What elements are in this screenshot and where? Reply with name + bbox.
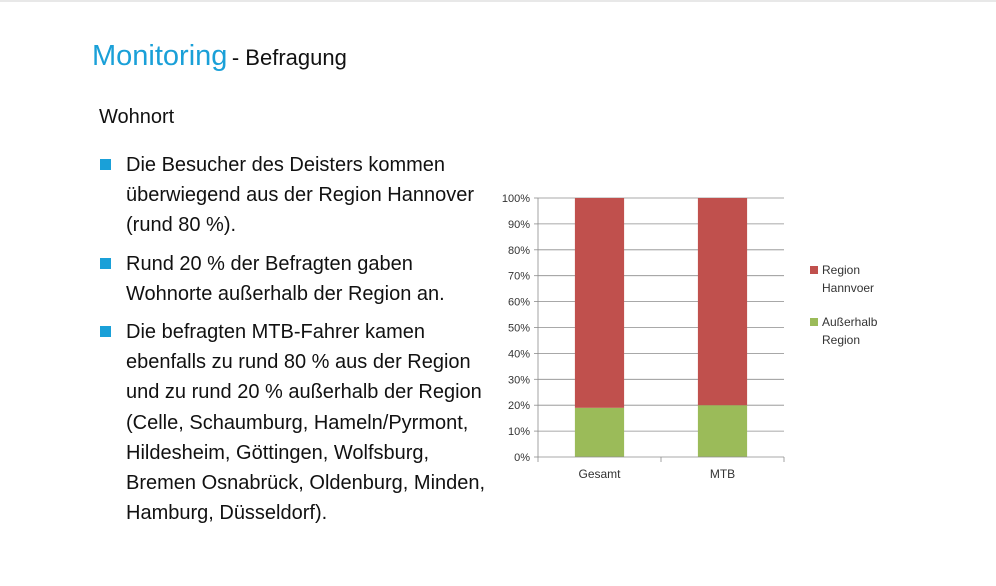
y-tick-label: 20% [508, 400, 530, 412]
y-tick-label: 60% [508, 297, 530, 309]
bullet-item: Die Besucher des Deisters kommen überwie… [100, 150, 490, 241]
bullet-text: Die Besucher des Deisters kommen überwie… [126, 154, 475, 237]
y-tick-label: 50% [508, 323, 530, 335]
bar-segment [574, 198, 625, 408]
y-tick-label: 100% [502, 193, 530, 205]
bullet-text: Die befragten MTB-Fahrer kamen ebenfalls… [126, 321, 486, 525]
chart-bars [574, 198, 748, 457]
x-tick-label: Gesamt [578, 467, 621, 481]
y-tick-label: 0% [514, 452, 530, 464]
x-tick-label: MTB [710, 467, 735, 481]
square-bullet-icon [100, 326, 111, 338]
slide-title: Monitoring - Befragung [92, 40, 347, 73]
top-divider [0, 0, 996, 2]
bullet-item: Die befragten MTB-Fahrer kamen ebenfalls… [100, 317, 490, 528]
y-tick-label: 70% [508, 271, 530, 283]
y-tick-label: 10% [508, 426, 530, 438]
bullet-item: Rund 20 % der Befragten gaben Wohnorte a… [100, 249, 490, 309]
square-bullet-icon [100, 159, 111, 170]
legend-swatch [810, 318, 818, 326]
title-main: Monitoring [92, 40, 228, 72]
stacked-bar-chart: 0% 10% 20% 30% 40% 50% 60% 70% 80% 90% 100% Gesamt M… [502, 193, 878, 481]
bar-segment [697, 198, 748, 406]
bullet-list: Die Besucher des Deisters kommen überwie… [100, 150, 490, 536]
title-subtitle: - Befragung [231, 45, 347, 70]
chart-axes: 0% 10% 20% 30% 40% 50% 60% 70% 80% 90% 100% Gesamt M… [502, 193, 785, 481]
y-tick-label: 90% [508, 219, 530, 231]
y-tick-label: 30% [508, 374, 530, 386]
chart-legend: Region Hannvoer Außerhalb Region [810, 263, 878, 347]
legend-label: Region Hannvoer [822, 263, 874, 295]
bar-segment [574, 407, 625, 457]
legend-swatch [810, 266, 818, 274]
square-bullet-icon [100, 257, 111, 269]
bar-segment [697, 405, 748, 457]
y-tick-label: 80% [508, 245, 530, 257]
legend-label: Außerhalb Region [822, 315, 878, 347]
y-tick-label: 40% [508, 348, 530, 360]
section-heading: Wohnort [99, 106, 175, 128]
bullet-text: Rund 20 % der Befragten gaben Wohnorte a… [126, 252, 445, 305]
